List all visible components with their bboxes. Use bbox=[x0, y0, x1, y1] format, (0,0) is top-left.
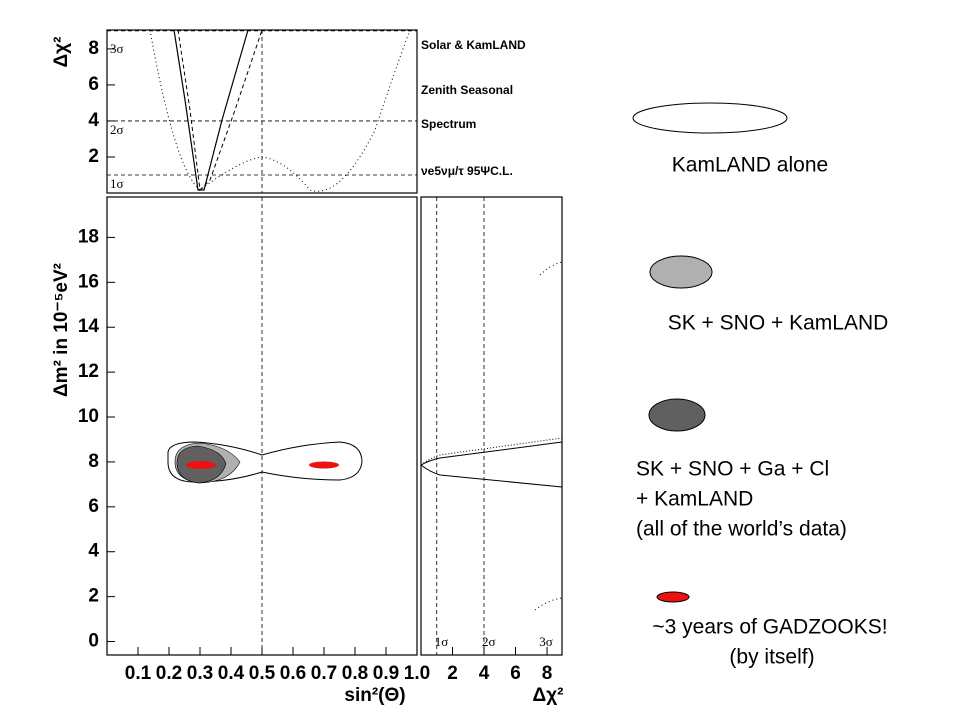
legend-entry: Solar & KamLAND bbox=[421, 38, 526, 52]
x-tick-label: 0.5 bbox=[249, 663, 276, 684]
x-axis-label: Δχ² bbox=[533, 685, 564, 706]
x-axis-label: sin²(Θ) bbox=[344, 685, 405, 706]
x-tick-label: 0.4 bbox=[218, 663, 245, 684]
legend-label: ~3 years of GADZOOKS! bbox=[652, 616, 887, 639]
y-axis-label: Δm² in 10⁻⁵eV² bbox=[51, 263, 72, 397]
y-tick-label: 10 bbox=[78, 406, 99, 427]
x-tick-label: 8 bbox=[542, 663, 553, 684]
legend-label: SK + SNO + KamLAND bbox=[668, 312, 889, 335]
y-tick-label: 14 bbox=[78, 316, 100, 337]
legend-label: KamLAND alone bbox=[672, 154, 828, 177]
y-tick-label: 18 bbox=[78, 226, 99, 247]
legend-swatch bbox=[656, 591, 690, 603]
legend-entry: νe5νμ/τ 95ΨC.L. bbox=[421, 164, 513, 178]
x-tick-label: 0.3 bbox=[187, 663, 213, 684]
top-curves bbox=[149, 29, 411, 192]
sigma-label: 2σ bbox=[482, 634, 496, 649]
plot-frame bbox=[106, 196, 418, 656]
legend-entry: Zenith Seasonal bbox=[421, 83, 513, 97]
x-tick-label: 1.0 bbox=[404, 663, 430, 684]
plot-frame bbox=[420, 196, 563, 656]
y-tick-label: 12 bbox=[78, 361, 99, 382]
y-tick-label: 4 bbox=[88, 541, 99, 562]
y-tick-label: 6 bbox=[88, 74, 99, 95]
legend-label: (by itself) bbox=[729, 646, 814, 669]
sigma-label: 3σ bbox=[539, 634, 553, 649]
main-contours bbox=[167, 441, 363, 484]
y-tick-label: 2 bbox=[88, 146, 99, 167]
y-tick-label: 6 bbox=[88, 496, 99, 517]
sigma-label: 1σ bbox=[435, 634, 449, 649]
y-tick-label: 8 bbox=[88, 38, 99, 59]
x-tick-label: 0.8 bbox=[342, 663, 368, 684]
legend-label: SK + SNO + Ga + Cl bbox=[636, 458, 829, 481]
legend-swatch bbox=[648, 398, 706, 432]
sigma-label: 1σ bbox=[110, 176, 124, 191]
y-tick-label: 0 bbox=[88, 631, 99, 652]
x-tick-label: 4 bbox=[479, 663, 490, 684]
y-tick-label: 4 bbox=[88, 110, 99, 131]
sigma-label: 2σ bbox=[110, 122, 124, 137]
y-tick-label: 2 bbox=[88, 586, 99, 607]
legend-swatch bbox=[649, 255, 713, 289]
y-axis-label: Δχ² bbox=[51, 37, 72, 68]
x-tick-label: 0.9 bbox=[373, 663, 399, 684]
sigma-label: 3σ bbox=[110, 41, 124, 56]
right-curves bbox=[420, 261, 563, 611]
x-tick-label: 0.6 bbox=[280, 663, 306, 684]
x-tick-label: 6 bbox=[510, 663, 521, 684]
x-tick-label: 0.1 bbox=[125, 663, 152, 684]
y-tick-label: 8 bbox=[88, 451, 99, 472]
legend-label: (all of the world’s data) bbox=[636, 518, 847, 541]
legend-entry: Spectrum bbox=[421, 117, 476, 131]
y-tick-label: 16 bbox=[78, 271, 99, 292]
legend-label: + KamLAND bbox=[636, 488, 753, 511]
legend-swatch bbox=[632, 102, 788, 134]
x-tick-label: 0.7 bbox=[311, 663, 337, 684]
x-tick-label: 0.2 bbox=[156, 663, 182, 684]
x-tick-label: 2 bbox=[447, 663, 458, 684]
